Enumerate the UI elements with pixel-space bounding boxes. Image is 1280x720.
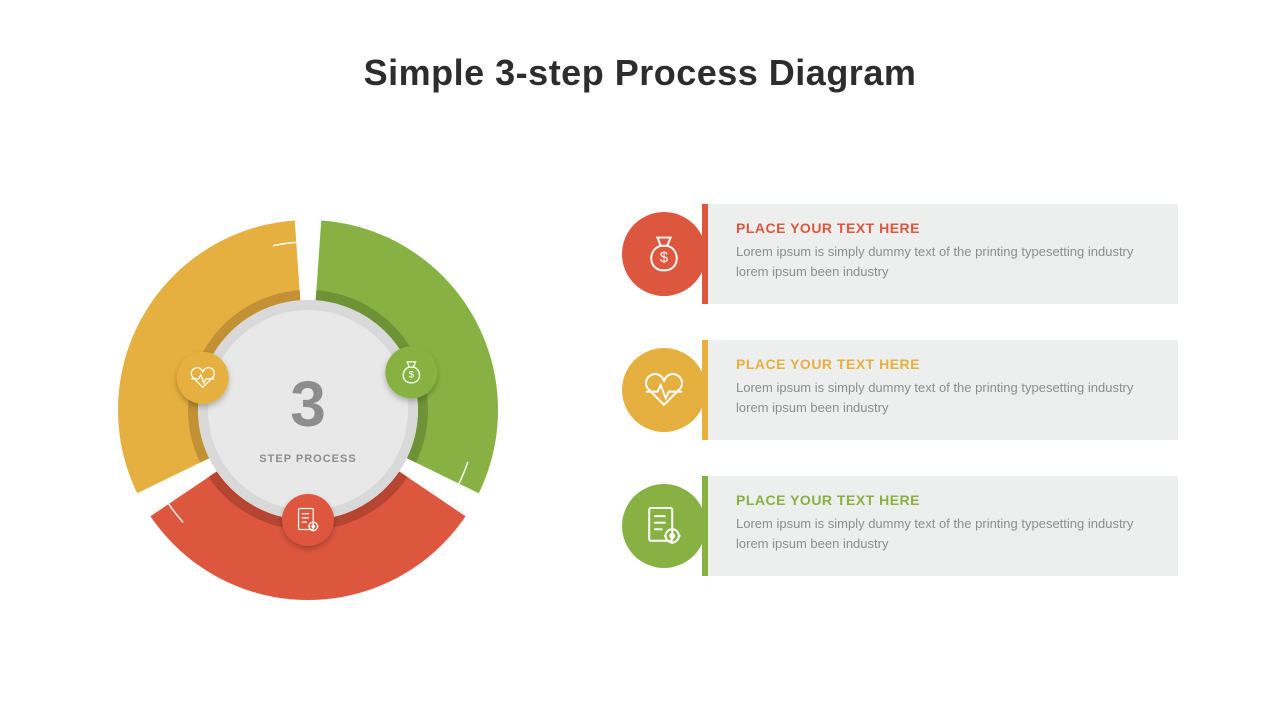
money-bag-icon: $ [622,212,706,296]
card-title: PLACE YOUR TEXT HERE [736,356,1160,372]
card-text: Lorem ipsum is simply dummy text of the … [736,242,1160,281]
money-bag-icon: $ [385,346,437,398]
cards-column: $ PLACE YOUR TEXT HERE Lorem ipsum is simp… [622,204,1182,612]
heart-pulse-icon [622,348,706,432]
info-card: PLACE YOUR TEXT HERE Lorem ipsum is simpl… [622,476,1182,576]
slide: Simple 3-step Process Diagram 3 STEP PRO… [0,0,1280,720]
card-title: PLACE YOUR TEXT HERE [736,492,1160,508]
svg-text:$: $ [409,370,415,381]
svg-text:$: $ [660,250,668,266]
heart-pulse-icon [177,352,229,404]
card-body: PLACE YOUR TEXT HERE Lorem ipsum is simpl… [708,204,1178,304]
card-body: PLACE YOUR TEXT HERE Lorem ipsum is simpl… [708,476,1178,576]
document-gear-icon [282,494,334,546]
card-text: Lorem ipsum is simply dummy text of the … [736,514,1160,553]
center-label: STEP PROCESS [259,453,356,465]
page-title: Simple 3-step Process Diagram [0,52,1280,94]
card-title: PLACE YOUR TEXT HERE [736,220,1160,236]
process-donut-chart: 3 STEP PROCESS $ [98,200,518,620]
document-gear-icon [622,484,706,568]
card-body: PLACE YOUR TEXT HERE Lorem ipsum is simpl… [708,340,1178,440]
info-card: $ PLACE YOUR TEXT HERE Lorem ipsum is simp… [622,204,1182,304]
info-card: PLACE YOUR TEXT HERE Lorem ipsum is simpl… [622,340,1182,440]
center-number: 3 [290,368,326,440]
card-text: Lorem ipsum is simply dummy text of the … [736,378,1160,417]
